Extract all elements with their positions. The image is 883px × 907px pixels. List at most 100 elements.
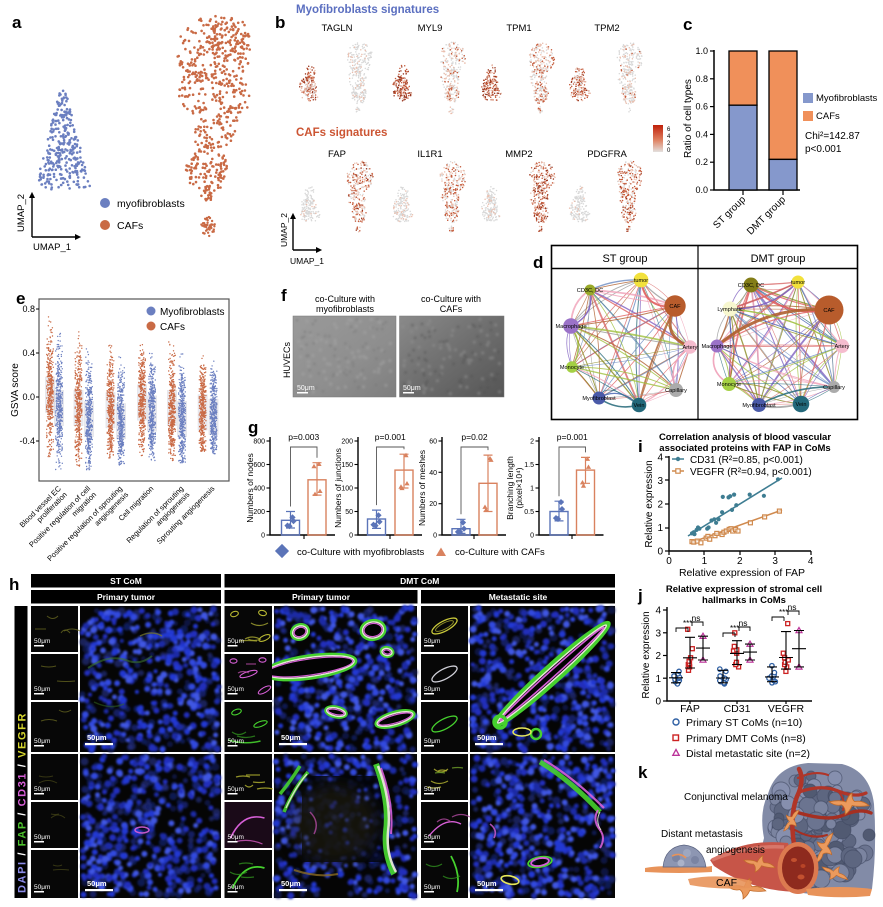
svg-text:ns: ns <box>692 613 701 623</box>
svg-text:50μm: 50μm <box>424 786 440 793</box>
svg-text:0: 0 <box>666 556 672 567</box>
svg-text:Artery: Artery <box>835 344 850 350</box>
svg-text:associated proteins with FAP i: associated proteins with FAP in CoMs <box>659 443 830 454</box>
svg-text:Conjunctival melanoma: Conjunctival melanoma <box>684 792 788 803</box>
svg-text:50μm: 50μm <box>403 385 421 392</box>
svg-text:1: 1 <box>702 556 708 567</box>
svg-text:CAFs: CAFs <box>117 220 143 232</box>
svg-text:***: *** <box>779 608 788 617</box>
svg-text:0: 0 <box>433 533 437 540</box>
svg-text:Myofibroblast: Myofibroblast <box>742 403 776 409</box>
svg-text:0: 0 <box>349 533 353 540</box>
svg-text:200: 200 <box>341 439 353 446</box>
svg-text:hallmarks in CoMs: hallmarks in CoMs <box>702 595 786 606</box>
svg-text:50μm: 50μm <box>424 686 440 693</box>
svg-text:UMAP_2: UMAP_2 <box>16 194 27 232</box>
svg-text:Vein: Vein <box>634 403 645 409</box>
svg-text:Numbers of junctions: Numbers of junctions <box>333 448 343 528</box>
svg-text:Capillary: Capillary <box>665 388 687 394</box>
svg-text:Metastatic site: Metastatic site <box>489 592 548 602</box>
svg-text:Branching length: Branching length <box>505 456 515 520</box>
svg-text:ns: ns <box>788 602 797 612</box>
svg-text:CD31 (R²=0.85, p<0.001): CD31 (R²=0.85, p<0.001) <box>690 455 803 466</box>
svg-text:Myofibroblast: Myofibroblast <box>582 396 616 402</box>
svg-text:Regulation of sprouting: Regulation of sprouting <box>125 484 186 545</box>
svg-text:2: 2 <box>737 556 743 567</box>
svg-text:MMP2: MMP2 <box>505 149 532 160</box>
svg-text:g: g <box>248 418 258 437</box>
svg-text:0.0: 0.0 <box>22 392 35 402</box>
svg-text:a: a <box>12 13 22 32</box>
svg-text:Myofibroblasts: Myofibroblasts <box>816 93 877 104</box>
svg-text:Myofibroblasts: Myofibroblasts <box>160 307 224 318</box>
svg-text:800: 800 <box>253 439 265 446</box>
svg-text:Distal metastatic site (n=2): Distal metastatic site (n=2) <box>686 748 810 760</box>
svg-text:FAP: FAP <box>328 149 346 160</box>
svg-text:50μm: 50μm <box>281 733 301 742</box>
svg-text:tumor: tumor <box>791 280 805 286</box>
svg-text:50μm: 50μm <box>281 879 301 888</box>
svg-text:3: 3 <box>655 628 661 639</box>
svg-text:0.4: 0.4 <box>22 348 35 358</box>
svg-text:CD3C, DC: CD3C, DC <box>738 283 764 289</box>
svg-text:50: 50 <box>345 509 353 516</box>
svg-text:i: i <box>638 437 643 456</box>
svg-text:50μm: 50μm <box>424 884 440 891</box>
svg-text:p=0.001: p=0.001 <box>557 432 588 442</box>
svg-text:co-Culture with myofibroblasts: co-Culture with myofibroblasts <box>297 547 424 558</box>
svg-text:40: 40 <box>429 470 437 477</box>
svg-text:0: 0 <box>667 148 671 154</box>
svg-text:angiogenesis: angiogenesis <box>706 845 765 856</box>
svg-text:TAGLN: TAGLN <box>322 23 353 34</box>
svg-text:50μm: 50μm <box>228 884 244 891</box>
svg-text:0: 0 <box>261 533 265 540</box>
svg-text:UMAP_1: UMAP_1 <box>290 256 324 266</box>
svg-text:Macrophage: Macrophage <box>555 324 586 330</box>
svg-text:0: 0 <box>655 697 661 708</box>
svg-text:150: 150 <box>341 462 353 469</box>
svg-text:50μm: 50μm <box>477 879 497 888</box>
svg-text:4: 4 <box>667 134 671 140</box>
svg-text:myofibroblasts: myofibroblasts <box>117 198 185 210</box>
svg-text:50μm: 50μm <box>34 884 50 891</box>
svg-text:TPM1: TPM1 <box>506 23 531 34</box>
svg-text:0: 0 <box>530 533 534 540</box>
svg-text:50μm: 50μm <box>87 879 107 888</box>
svg-text:50μm: 50μm <box>34 738 50 745</box>
svg-text:Primary tumor: Primary tumor <box>292 592 351 602</box>
svg-text:IL1R1: IL1R1 <box>417 149 442 160</box>
svg-text:Lymphatic: Lymphatic <box>717 307 742 313</box>
svg-text:50μm: 50μm <box>228 638 244 645</box>
svg-text:1: 1 <box>657 523 663 534</box>
svg-text:60: 60 <box>429 439 437 446</box>
svg-text:2: 2 <box>667 141 671 147</box>
svg-text:400: 400 <box>253 486 265 493</box>
svg-text:0.5: 0.5 <box>524 509 534 516</box>
svg-text:Primary tumor: Primary tumor <box>97 592 156 602</box>
svg-text:50μm: 50μm <box>477 733 497 742</box>
svg-text:CD3C, DC: CD3C, DC <box>577 288 603 294</box>
svg-text:Artery: Artery <box>683 345 698 351</box>
svg-text:0.2: 0.2 <box>695 157 708 167</box>
svg-text:ns: ns <box>739 618 748 628</box>
svg-text:1: 1 <box>655 674 661 685</box>
svg-text:DMT CoM: DMT CoM <box>400 576 439 586</box>
svg-text:k: k <box>638 763 648 782</box>
svg-text:p=0.02: p=0.02 <box>461 432 488 442</box>
svg-text:co-Culture with: co-Culture with <box>315 294 375 304</box>
svg-text:0.6: 0.6 <box>695 102 708 112</box>
svg-text:Relative expression of FAP: Relative expression of FAP <box>679 567 805 579</box>
svg-text:3: 3 <box>657 476 663 487</box>
svg-text:myofibroblasts: myofibroblasts <box>316 304 375 314</box>
svg-text:CAF: CAF <box>716 877 737 889</box>
svg-text:50μm: 50μm <box>34 686 50 693</box>
svg-text:Correlation analysis of blood: Correlation analysis of blood vascular <box>659 432 831 443</box>
svg-text:d: d <box>533 253 543 272</box>
svg-text:2: 2 <box>655 651 661 662</box>
svg-text:***: *** <box>683 619 692 628</box>
svg-text:2: 2 <box>657 500 663 511</box>
svg-text:50μm: 50μm <box>34 638 50 645</box>
svg-text:UMAP_1: UMAP_1 <box>33 242 71 253</box>
svg-text:Primary DMT CoMs (n=8): Primary DMT CoMs (n=8) <box>686 733 806 745</box>
svg-text:c: c <box>683 15 692 34</box>
